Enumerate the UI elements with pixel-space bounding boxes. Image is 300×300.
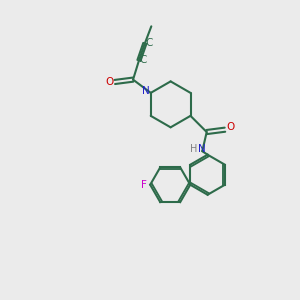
Text: C: C	[140, 56, 147, 65]
Text: N: N	[142, 86, 149, 96]
Text: H: H	[190, 144, 198, 154]
Text: N: N	[198, 144, 206, 154]
Text: C: C	[145, 38, 153, 48]
Text: O: O	[227, 122, 235, 132]
Text: F: F	[141, 180, 147, 190]
Text: O: O	[105, 77, 114, 87]
